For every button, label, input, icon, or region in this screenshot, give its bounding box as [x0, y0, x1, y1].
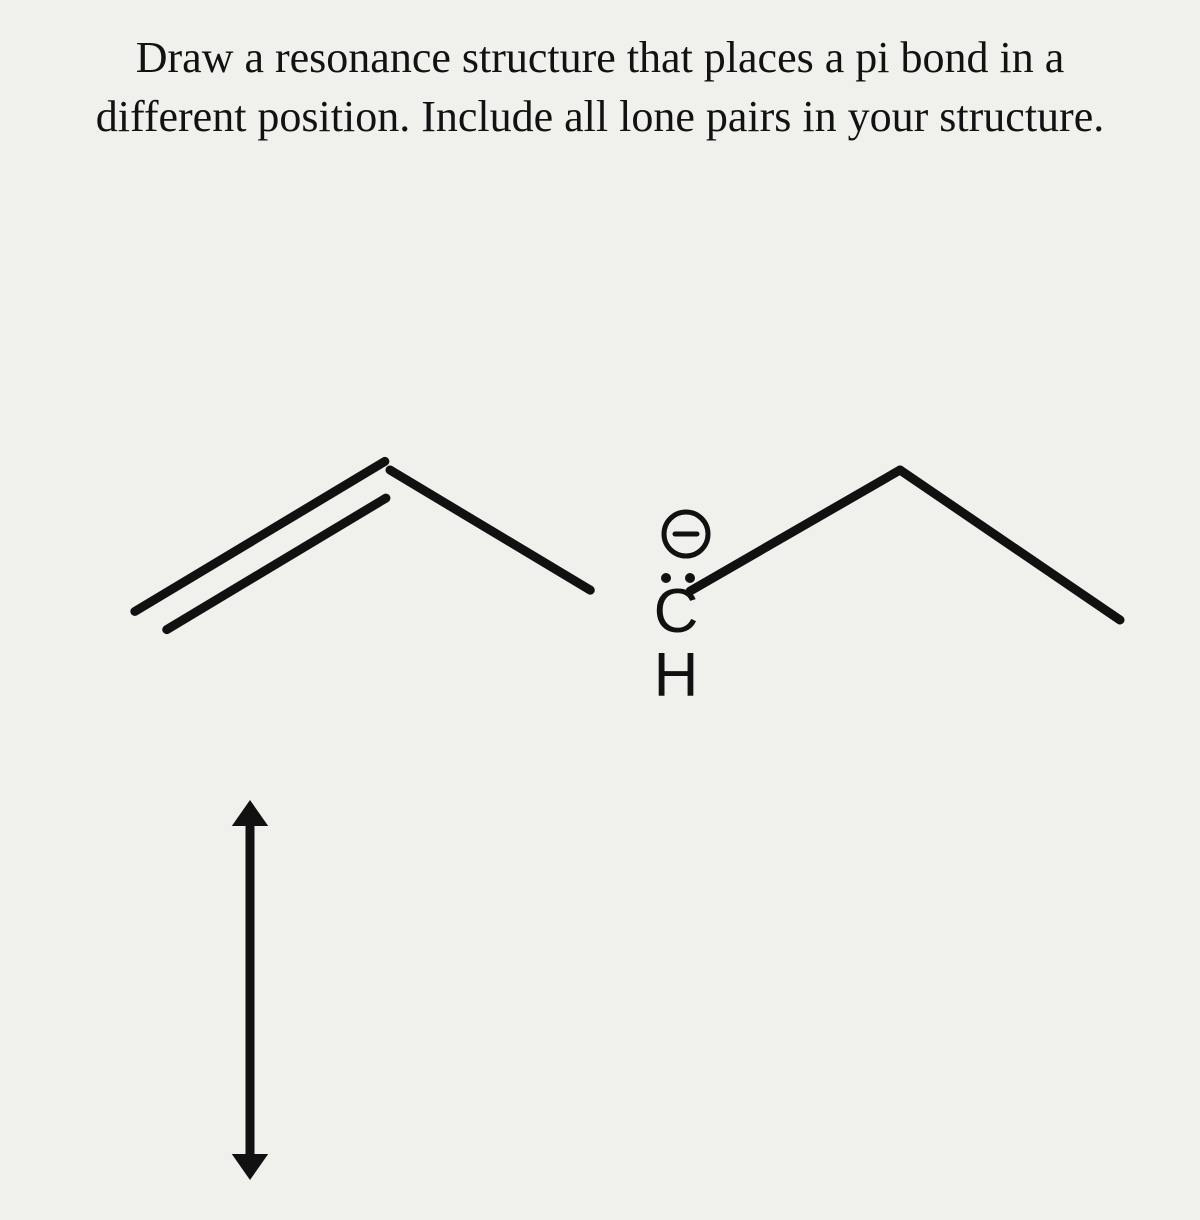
page-root: Draw a resonance structure that places a… — [0, 0, 1200, 1220]
svg-text:H: H — [654, 641, 699, 710]
resonance-arrow — [220, 790, 280, 1190]
molecule-diagram: CH — [0, 0, 1200, 1220]
svg-text:C: C — [654, 577, 699, 646]
